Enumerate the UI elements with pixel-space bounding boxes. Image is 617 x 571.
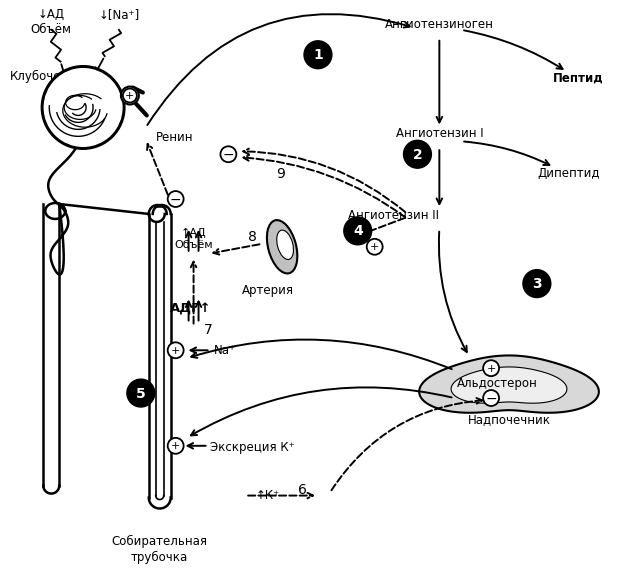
Text: 8: 8 xyxy=(248,230,257,244)
Text: +: + xyxy=(486,364,496,373)
Ellipse shape xyxy=(267,220,297,274)
Text: ↓[Na⁺]: ↓[Na⁺] xyxy=(98,8,139,21)
Text: Ангиотензин II: Ангиотензин II xyxy=(349,209,439,222)
Circle shape xyxy=(304,41,332,69)
Text: Ангиотензин I: Ангиотензин I xyxy=(395,127,483,140)
Text: Ангиотензиноген: Ангиотензиноген xyxy=(385,18,494,31)
Circle shape xyxy=(127,379,155,407)
Text: 7: 7 xyxy=(204,323,213,337)
Text: 5: 5 xyxy=(136,387,146,401)
Text: Пептид: Пептид xyxy=(553,71,604,85)
Text: 2: 2 xyxy=(413,148,423,162)
Text: ↑К⁺: ↑К⁺ xyxy=(256,489,280,502)
Circle shape xyxy=(483,390,499,406)
Text: 4: 4 xyxy=(353,224,363,238)
Text: Дипептид: Дипептид xyxy=(537,167,600,180)
Text: −: − xyxy=(170,192,181,207)
Text: АДГ↑: АДГ↑ xyxy=(170,302,212,315)
Circle shape xyxy=(523,270,551,297)
Text: Экскреция К⁺: Экскреция К⁺ xyxy=(210,441,295,455)
Circle shape xyxy=(168,438,184,454)
Text: ↑АД
Объём: ↑АД Объём xyxy=(174,228,213,250)
Text: +: + xyxy=(370,242,379,252)
Text: Na⁺: Na⁺ xyxy=(213,344,236,357)
Text: ↓АД
Объём: ↓АД Объём xyxy=(31,8,72,36)
Text: Артерия: Артерия xyxy=(242,284,294,296)
Text: 9: 9 xyxy=(276,167,284,181)
Circle shape xyxy=(168,191,184,207)
Circle shape xyxy=(123,89,137,103)
Polygon shape xyxy=(451,367,567,403)
Text: 1: 1 xyxy=(313,48,323,62)
Text: +: + xyxy=(171,441,180,451)
Text: −: − xyxy=(486,392,497,405)
Text: Альдостерон: Альдостерон xyxy=(457,377,537,389)
Circle shape xyxy=(366,239,383,255)
Text: 3: 3 xyxy=(532,277,542,291)
Circle shape xyxy=(44,69,122,146)
Circle shape xyxy=(344,217,371,245)
Text: Клубочек: Клубочек xyxy=(9,70,68,83)
Circle shape xyxy=(41,66,125,149)
Text: −: − xyxy=(223,148,234,162)
Text: Собирательная
трубочка: Собирательная трубочка xyxy=(112,536,208,564)
Ellipse shape xyxy=(277,230,294,259)
Text: +: + xyxy=(125,91,135,101)
Text: +: + xyxy=(171,346,180,356)
Text: Надпочечник: Надпочечник xyxy=(468,413,550,426)
Circle shape xyxy=(168,343,184,358)
Text: 6: 6 xyxy=(297,482,307,497)
Circle shape xyxy=(404,140,431,168)
Polygon shape xyxy=(419,356,599,413)
Circle shape xyxy=(121,87,139,104)
Circle shape xyxy=(483,360,499,376)
Text: Ренин: Ренин xyxy=(155,131,193,144)
Circle shape xyxy=(220,146,236,162)
